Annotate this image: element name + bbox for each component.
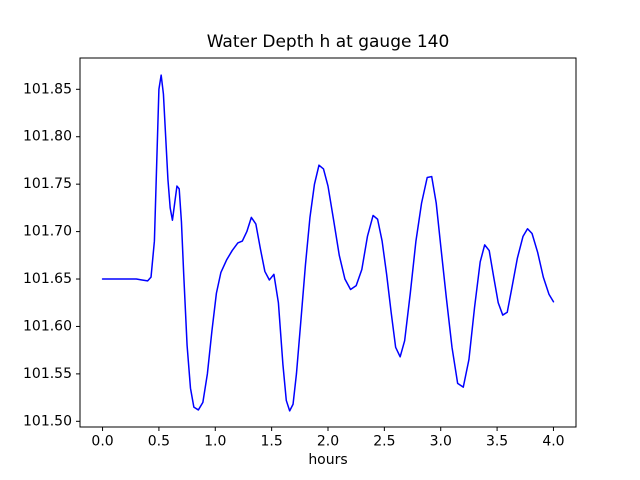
water-depth-line — [101, 74, 555, 412]
y-tick-label: 101.55 — [23, 366, 72, 382]
y-tick-label: 101.50 — [23, 413, 72, 429]
chart-title: Water Depth h at gauge 140 — [206, 32, 450, 52]
x-tick-label: 3.0 — [430, 434, 452, 450]
y-tick-label: 101.85 — [23, 81, 72, 97]
x-tick-label: 2.0 — [317, 434, 339, 450]
x-axis-label: hours — [308, 452, 348, 468]
x-tick-label: 2.5 — [373, 434, 395, 450]
x-tick-label: 0.0 — [91, 434, 113, 450]
x-tick-label: 1.0 — [204, 434, 226, 450]
x-tick-label: 0.5 — [148, 434, 170, 450]
y-tick-label: 101.70 — [23, 224, 72, 240]
y-tick-label: 101.80 — [23, 129, 72, 145]
x-tick-label: 1.5 — [261, 434, 283, 450]
x-tick-label: 4.0 — [542, 434, 564, 450]
x-tick-label: 3.5 — [486, 434, 508, 450]
y-tick-label: 101.65 — [23, 271, 72, 287]
y-tick-label: 101.60 — [23, 318, 72, 334]
y-tick-label: 101.75 — [23, 176, 72, 192]
